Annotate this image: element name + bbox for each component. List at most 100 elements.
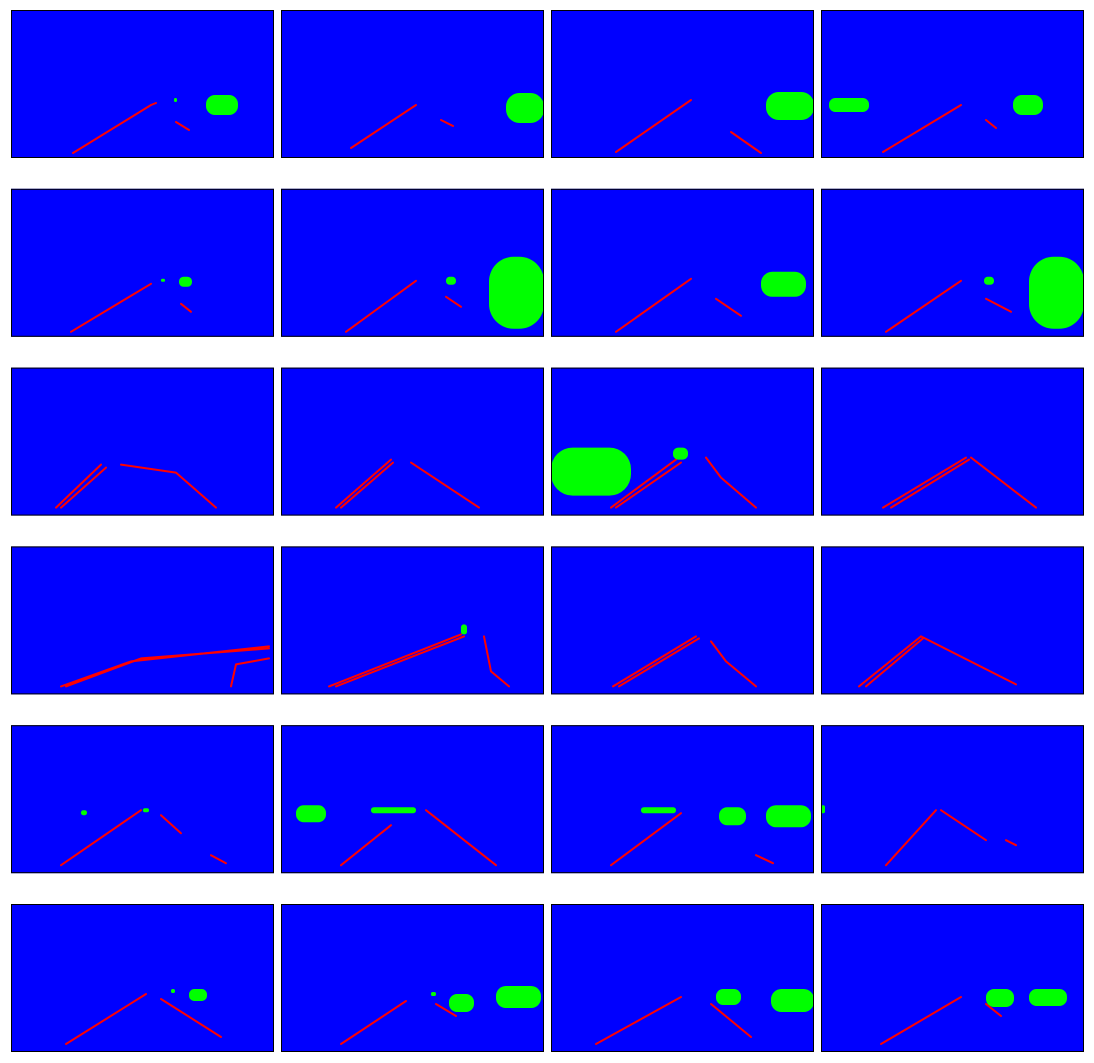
mask-content [615, 92, 814, 154]
lane-mark [425, 809, 497, 867]
lane-mark [345, 279, 417, 333]
vehicle-mask [719, 807, 746, 826]
mask-content [595, 989, 814, 1045]
vehicle-mask [716, 989, 741, 1005]
panel-border [821, 725, 1084, 874]
lane-mark [940, 809, 987, 842]
vehicle-mask [489, 256, 544, 329]
vehicle-mask [1013, 95, 1043, 115]
panel-border [281, 725, 544, 874]
mask-background [551, 10, 814, 158]
lane-mark [610, 812, 682, 867]
mask-panel [11, 546, 274, 695]
mask-background [11, 546, 274, 695]
mask-panel [281, 546, 544, 695]
lane-mark [180, 302, 192, 313]
lane-mark [615, 277, 692, 333]
lane-mark [595, 996, 682, 1045]
vehicle-mask [673, 447, 688, 460]
panel-border [821, 546, 1084, 695]
mask-content [65, 989, 222, 1045]
mask-content [858, 635, 1017, 688]
vehicle-mask [771, 989, 814, 1012]
panel-border [551, 725, 814, 874]
panel-border [551, 904, 814, 1052]
lane-mark [335, 458, 392, 509]
lane-mark [985, 297, 1012, 313]
vehicle-mask [986, 989, 1014, 1007]
mask-content [551, 447, 757, 509]
lane-mark [435, 1003, 457, 1017]
mask-content [615, 271, 806, 333]
lane-mark [340, 461, 394, 509]
mask-content [350, 93, 544, 149]
panel-border [281, 367, 544, 516]
mask-content [882, 456, 1037, 509]
mask-content [60, 645, 270, 688]
panel-border [281, 188, 544, 337]
mask-panel [11, 188, 274, 337]
lane-mark [985, 119, 997, 129]
mask-background [281, 904, 544, 1052]
mask-panel [281, 10, 544, 158]
lane-mark [1005, 839, 1017, 847]
vehicle-mask [551, 447, 631, 496]
lane-mark [70, 282, 152, 333]
mask-background [11, 904, 274, 1052]
mask-panel [821, 725, 1084, 874]
vehicle-mask [81, 810, 87, 816]
lane-mark [985, 1003, 1002, 1017]
vehicle-mask [766, 92, 814, 120]
mask-background [11, 725, 274, 874]
mask-panel [551, 725, 814, 874]
mask-panel [551, 367, 814, 516]
vehicle-mask [371, 807, 416, 814]
vehicle-mask [829, 98, 869, 112]
vehicle-mask [461, 624, 467, 635]
mask-panel [281, 904, 544, 1052]
vehicle-mask [984, 276, 994, 285]
mask-background [281, 725, 544, 874]
vehicle-mask [143, 808, 149, 813]
mask-content [55, 463, 217, 509]
panel-border [11, 725, 274, 874]
lane-mark [410, 461, 480, 509]
vehicle-mask [1029, 256, 1084, 329]
mask-panel [551, 10, 814, 158]
lane-mark [120, 463, 217, 509]
lane-mark [882, 104, 962, 153]
mask-background [281, 546, 544, 695]
mask-content [60, 808, 227, 867]
vehicle-mask [641, 807, 676, 814]
mask-content [340, 986, 541, 1045]
lane-mark [885, 279, 962, 333]
lane-mark [612, 635, 697, 688]
mask-panel [821, 546, 1084, 695]
vehicle-mask [171, 989, 175, 993]
mask-panel [821, 188, 1084, 337]
panel-border [551, 546, 814, 695]
lane-mark [65, 993, 147, 1045]
mask-content [610, 805, 811, 867]
mask-content [296, 805, 497, 867]
mask-panel [11, 367, 274, 516]
lane-mark [72, 102, 157, 154]
lane-mark [610, 458, 677, 509]
lane-mark [55, 463, 102, 509]
vehicle-mask [766, 805, 811, 828]
lane-mark [175, 121, 190, 131]
panel-border [551, 10, 814, 158]
mask-content [885, 256, 1084, 333]
vehicle-mask [1029, 989, 1067, 1006]
vehicle-mask [449, 994, 474, 1012]
lane-mark [885, 809, 937, 867]
lane-mark [710, 640, 757, 688]
mask-content [829, 95, 1043, 153]
panel-border [821, 10, 1084, 158]
lane-mark [618, 637, 700, 688]
lane-mark [160, 814, 182, 835]
lane-mark [440, 119, 454, 127]
vehicle-mask [296, 805, 326, 823]
